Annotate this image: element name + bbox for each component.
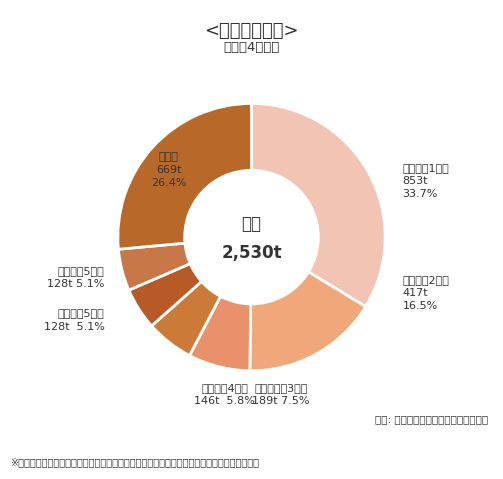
Wedge shape bbox=[250, 272, 366, 371]
Text: （令和4年産）: （令和4年産） bbox=[223, 41, 280, 54]
Text: 鹿児島県（3位）
189t 7.5%: 鹿児島県（3位） 189t 7.5% bbox=[252, 383, 310, 406]
Text: 愛媛県（5位）
128t 5.1%: 愛媛県（5位） 128t 5.1% bbox=[47, 265, 105, 289]
Wedge shape bbox=[118, 103, 252, 249]
Text: 長崎県（1位）
853t
33.7%: 長崎県（1位） 853t 33.7% bbox=[402, 163, 449, 199]
Wedge shape bbox=[129, 263, 202, 326]
Text: 兵庫県（4位）
146t  5.8%: 兵庫県（4位） 146t 5.8% bbox=[194, 383, 255, 406]
Text: 全国: 全国 bbox=[241, 215, 262, 233]
Text: <びわの収穫量>: <びわの収穫量> bbox=[204, 22, 299, 40]
Wedge shape bbox=[151, 282, 220, 355]
Text: その他
669t
26.4%: その他 669t 26.4% bbox=[151, 152, 187, 189]
Wedge shape bbox=[252, 103, 385, 307]
Text: 2,530t: 2,530t bbox=[221, 244, 282, 262]
Wedge shape bbox=[190, 297, 250, 371]
Text: 資料: 農林水産省「果樹生産出荷統計」: 資料: 農林水産省「果樹生産出荷統計」 bbox=[375, 414, 488, 424]
Text: 香川県（5位）
128t  5.1%: 香川県（5位） 128t 5.1% bbox=[44, 308, 105, 331]
Wedge shape bbox=[118, 243, 190, 290]
Text: 千葉県（2位）
417t
16.5%: 千葉県（2位） 417t 16.5% bbox=[402, 275, 449, 311]
Text: ※データは単位未満で四捨五入しているため、合計と内訳の計が一致しない場合があります。: ※データは単位未満で四捨五入しているため、合計と内訳の計が一致しない場合がありま… bbox=[10, 457, 259, 467]
